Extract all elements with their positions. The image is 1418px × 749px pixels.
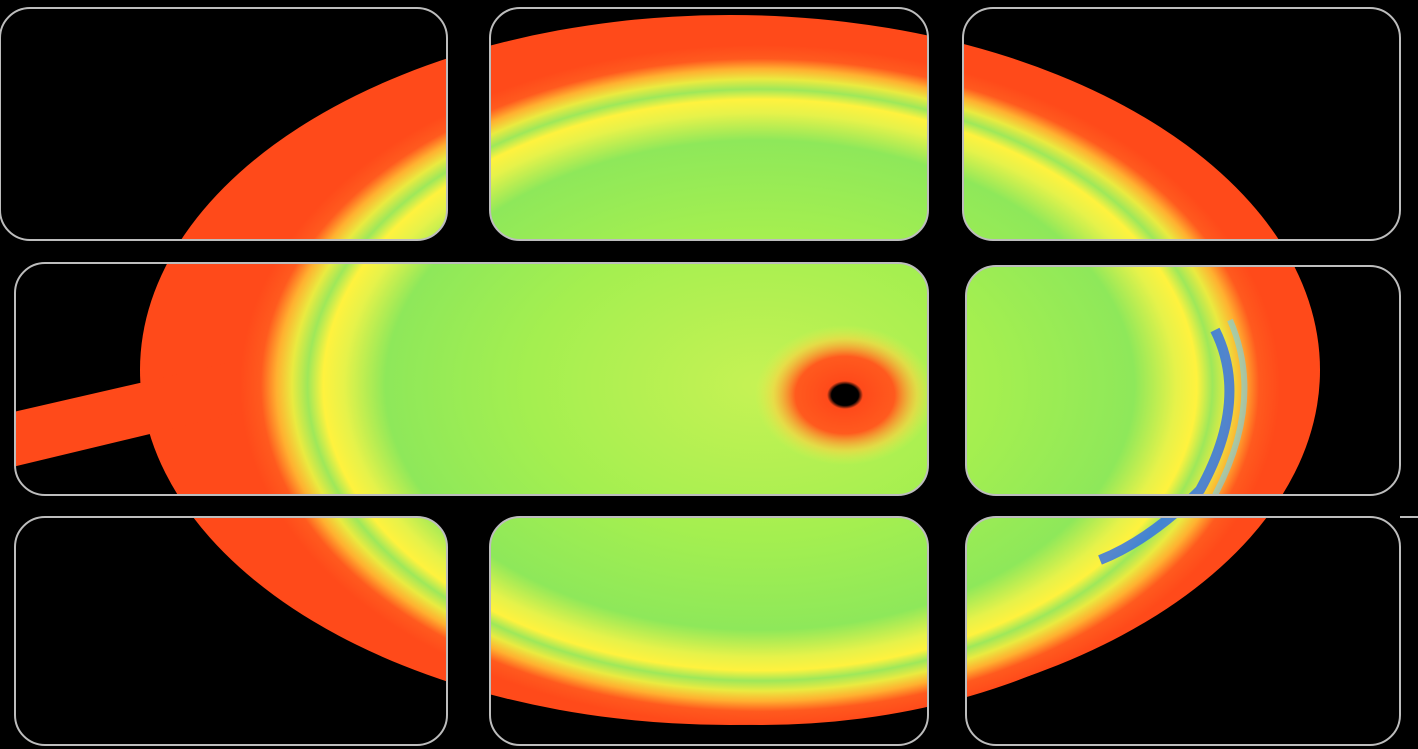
tile-outlines [0, 7, 1418, 746]
tile[interactable] [489, 516, 929, 746]
tile[interactable] [962, 7, 1401, 241]
tile[interactable] [965, 265, 1401, 496]
tile[interactable] [489, 7, 929, 241]
tile[interactable] [14, 516, 448, 746]
tile[interactable] [965, 516, 1401, 746]
tile[interactable] [14, 262, 929, 496]
heatmap-image [0, 15, 1320, 725]
tile[interactable] [0, 7, 448, 241]
